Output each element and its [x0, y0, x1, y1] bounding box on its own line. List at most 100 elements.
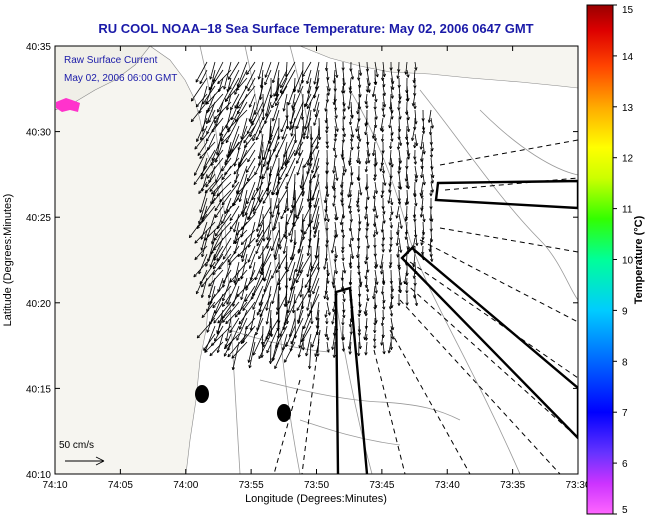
current-vector-head [350, 331, 353, 335]
current-vector-head [414, 203, 417, 207]
current-vector [201, 229, 208, 251]
current-vector [303, 309, 312, 330]
current-vector [366, 149, 370, 164]
current-vector [291, 93, 296, 109]
current-vector-head [298, 250, 301, 254]
current-vector-head [257, 234, 261, 238]
current-vector-head [411, 102, 414, 107]
current-vector-head [383, 211, 386, 215]
current-vector [255, 125, 264, 141]
y-axis-ticks: 40:35 40:30 40:25 40:20 40:15 40:10 [26, 42, 578, 481]
current-vector [278, 221, 281, 250]
current-vector [342, 133, 344, 143]
current-vector-head [365, 313, 368, 317]
current-vector [298, 341, 304, 358]
current-vector-head [326, 219, 329, 223]
current-vector [209, 341, 224, 357]
current-vector [365, 333, 368, 341]
current-vector-head [203, 348, 207, 351]
current-vector [270, 341, 272, 364]
current-vector-head [365, 161, 369, 165]
x-tick-label: 73:55 [239, 480, 264, 491]
current-vector [280, 117, 288, 133]
current-vector [280, 61, 296, 88]
current-vector [297, 309, 304, 324]
current-vector [382, 205, 385, 215]
current-vector-head [302, 347, 305, 351]
current-vector-head [207, 108, 209, 112]
current-vector [430, 253, 433, 262]
radar-dashed-line [444, 177, 578, 191]
current-vector [200, 125, 208, 141]
current-vector [199, 189, 208, 213]
current-vector [357, 125, 360, 139]
current-vector-head [334, 88, 337, 92]
current-vector [325, 309, 328, 318]
current-vector [420, 149, 424, 162]
contour-line [259, 379, 461, 421]
current-vector-head [248, 360, 251, 363]
current-vector [388, 189, 392, 204]
current-vector-head [303, 133, 307, 136]
current-vector [350, 245, 354, 259]
current-vector [307, 157, 312, 175]
current-vector-head [197, 336, 201, 339]
current-vector [227, 245, 240, 263]
current-vector [382, 77, 385, 88]
current-vector [342, 101, 346, 112]
current-vector-head [208, 284, 212, 287]
current-vector [286, 149, 296, 164]
current-vector [366, 85, 368, 93]
current-vector [358, 269, 362, 285]
current-vector [422, 245, 424, 255]
current-vector-head [255, 332, 259, 336]
current-vector-head [384, 104, 387, 108]
current-vector-head [327, 145, 330, 149]
current-vector-head [246, 72, 250, 75]
current-vector-head [300, 294, 303, 298]
current-vector [222, 245, 232, 260]
current-vector-head [235, 241, 238, 245]
current-vector [358, 133, 361, 142]
current-vector [333, 341, 336, 358]
current-vector [278, 309, 280, 339]
current-vector [203, 333, 216, 351]
current-vector [256, 301, 264, 316]
current-vector-head [431, 154, 434, 158]
current-vector [333, 277, 336, 289]
current-vector-head [343, 348, 346, 352]
current-vector [274, 237, 280, 258]
current-vector-head [275, 103, 279, 107]
current-vector-head [266, 307, 269, 311]
current-vector [190, 77, 208, 102]
current-vector-head [349, 281, 353, 285]
current-vector [270, 317, 273, 337]
current-vector [285, 157, 296, 177]
current-vector [249, 109, 264, 138]
current-vector [315, 101, 320, 118]
current-vector [285, 325, 296, 347]
current-vector [422, 125, 425, 134]
current-vector-head [224, 354, 227, 357]
current-vector-head [337, 128, 339, 132]
current-vector-head [223, 86, 227, 90]
current-vector [255, 317, 264, 336]
current-vector-head [389, 306, 393, 310]
current-vector [227, 61, 240, 80]
current-vector [188, 213, 208, 238]
current-vector-head [264, 278, 267, 282]
current-vector [366, 77, 370, 93]
current-vector [414, 165, 418, 179]
current-vector [240, 325, 256, 344]
current-vector-head [367, 141, 370, 145]
current-vector-head [196, 334, 199, 339]
current-vector-head [397, 146, 401, 150]
current-vector-head [373, 195, 376, 199]
current-vector [314, 189, 320, 208]
current-vector [357, 141, 360, 150]
current-vector [300, 173, 304, 189]
current-vector [342, 205, 345, 219]
colorbar [586, 4, 614, 515]
radar-dashed-line [273, 379, 301, 474]
current-vector [430, 157, 433, 170]
